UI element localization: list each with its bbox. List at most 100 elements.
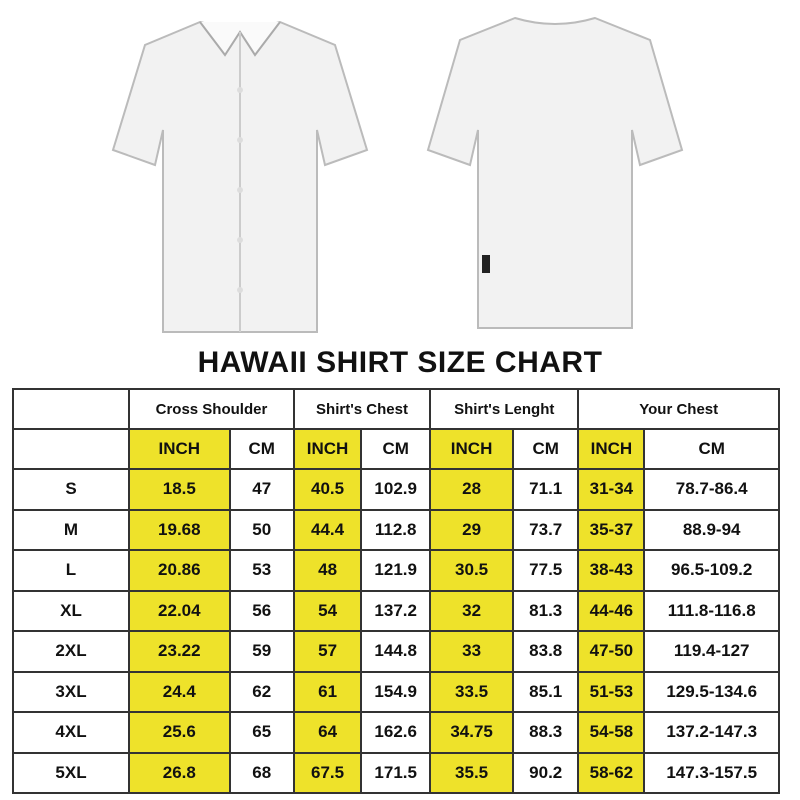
cm-value: 171.5: [360, 751, 432, 794]
inch-value: 67.5: [292, 751, 363, 794]
cm-value: 129.5-134.6: [643, 670, 780, 713]
cm-value: 88.9-94: [643, 508, 780, 551]
inch-value: 23.22: [128, 630, 231, 673]
cm-value: 162.6: [360, 711, 432, 754]
inch-value: 31-34: [577, 468, 646, 511]
inch-value: 35.5: [429, 751, 515, 794]
cm-value: 88.3: [512, 711, 580, 754]
size-label: 4XL: [12, 711, 130, 754]
table-row: 2XL 23.22 59 57 144.8 33 83.8 47-50 119.4-127: [12, 630, 780, 673]
table-row: L 20.86 53 48 121.9 30.5 77.5 38-43 96.5-109.2: [12, 549, 780, 592]
inch-value: 47-50: [577, 630, 646, 673]
inch-value: 44.4: [292, 508, 363, 551]
cm-value: 68: [228, 751, 295, 794]
table-row: 4XL 25.6 65 64 162.6 34.75 88.3 54-58 137.2-147.…: [12, 711, 780, 754]
cm-value: 96.5-109.2: [643, 549, 780, 592]
size-label: M: [12, 508, 130, 551]
shirt-back-image: [426, 16, 684, 329]
inch-value: 18.5: [128, 468, 231, 511]
cm-value: 154.9: [360, 670, 432, 713]
cm-value: 53: [228, 549, 295, 592]
cm-value: 119.4-127: [643, 630, 780, 673]
unit-cm: CM: [643, 428, 780, 470]
group-header: Shirt's Lenght: [429, 388, 580, 430]
shirt-front-image: [111, 20, 369, 333]
inch-value: 40.5: [292, 468, 363, 511]
table-row: 3XL 24.4 62 61 154.9 33.5 85.1 51-53 129.5-134.6: [12, 670, 780, 713]
inch-value: 34.75: [429, 711, 515, 754]
table-row: S 18.5 47 40.5 102.9 28 71.1 31-34 78.7-86.4: [12, 468, 780, 511]
cm-value: 137.2: [360, 589, 432, 632]
cm-value: 85.1: [512, 670, 580, 713]
cm-value: 147.3-157.5: [643, 751, 780, 794]
cm-value: 90.2: [512, 751, 580, 794]
inch-value: 33: [429, 630, 515, 673]
cm-value: 111.8-116.8: [643, 589, 780, 632]
inch-value: 35-37: [577, 508, 646, 551]
inch-value: 33.5: [429, 670, 515, 713]
corner-cell: [12, 388, 130, 430]
inch-value: 30.5: [429, 549, 515, 592]
unit-inch: INCH: [429, 428, 515, 470]
cm-value: 83.8: [512, 630, 580, 673]
unit-cm: CM: [360, 428, 432, 470]
inch-value: 19.68: [128, 508, 231, 551]
size-label: 3XL: [12, 670, 130, 713]
table-row: M 19.68 50 44.4 112.8 29 73.7 35-37 88.9-94: [12, 508, 780, 551]
inch-value: 25.6: [128, 711, 231, 754]
cm-value: 65: [228, 711, 295, 754]
size-label: 2XL: [12, 630, 130, 673]
inch-value: 20.86: [128, 549, 231, 592]
table-row: 5XL 26.8 68 67.5 171.5 35.5 90.2 58-62 147.3-157…: [12, 751, 780, 794]
cm-value: 50: [228, 508, 295, 551]
table-row: XL 22.04 56 54 137.2 32 81.3 44-46 111.8-116.8: [12, 589, 780, 632]
size-label: XL: [12, 589, 130, 632]
inch-value: 57: [292, 630, 363, 673]
inch-value: 54: [292, 589, 363, 632]
cm-value: 112.8: [360, 508, 432, 551]
unit-header-row: INCH CM INCH CM INCH CM INCH CM: [12, 428, 780, 470]
cm-value: 144.8: [360, 630, 432, 673]
inch-value: 24.4: [128, 670, 231, 713]
cm-value: 56: [228, 589, 295, 632]
chart-title: HAWAII SHIRT SIZE CHART: [197, 346, 603, 379]
group-header: Cross Shoulder: [128, 388, 295, 430]
inch-value: 28: [429, 468, 515, 511]
corner-cell: [12, 428, 130, 470]
inch-value: 26.8: [128, 751, 231, 794]
inch-value: 38-43: [577, 549, 646, 592]
cm-value: 62: [228, 670, 295, 713]
inch-value: 64: [292, 711, 363, 754]
group-header: Shirt's Chest: [292, 388, 432, 430]
cm-value: 59: [228, 630, 295, 673]
group-header: Your Chest: [577, 388, 780, 430]
cm-value: 71.1: [512, 468, 580, 511]
inch-value: 61: [292, 670, 363, 713]
inch-value: 22.04: [128, 589, 231, 632]
size-label: L: [12, 549, 130, 592]
cm-value: 78.7-86.4: [643, 468, 780, 511]
inch-value: 51-53: [577, 670, 646, 713]
size-table: Cross Shoulder Shirt's Chest Shirt's Lengh…: [12, 388, 780, 794]
size-label: S: [12, 468, 130, 511]
unit-cm: CM: [228, 428, 295, 470]
cm-value: 102.9: [360, 468, 432, 511]
inch-value: 29: [429, 508, 515, 551]
unit-cm: CM: [512, 428, 580, 470]
unit-inch: INCH: [292, 428, 363, 470]
unit-inch: INCH: [128, 428, 231, 470]
cm-value: 77.5: [512, 549, 580, 592]
inch-value: 32: [429, 589, 515, 632]
cm-value: 81.3: [512, 589, 580, 632]
cm-value: 73.7: [512, 508, 580, 551]
size-label: 5XL: [12, 751, 130, 794]
inch-value: 54-58: [577, 711, 646, 754]
cm-value: 47: [228, 468, 295, 511]
inch-value: 48: [292, 549, 363, 592]
unit-inch: INCH: [577, 428, 646, 470]
cm-value: 121.9: [360, 549, 432, 592]
inch-value: 58-62: [577, 751, 646, 794]
cm-value: 137.2-147.3: [643, 711, 780, 754]
group-header-row: Cross Shoulder Shirt's Chest Shirt's Lengh…: [12, 388, 780, 430]
